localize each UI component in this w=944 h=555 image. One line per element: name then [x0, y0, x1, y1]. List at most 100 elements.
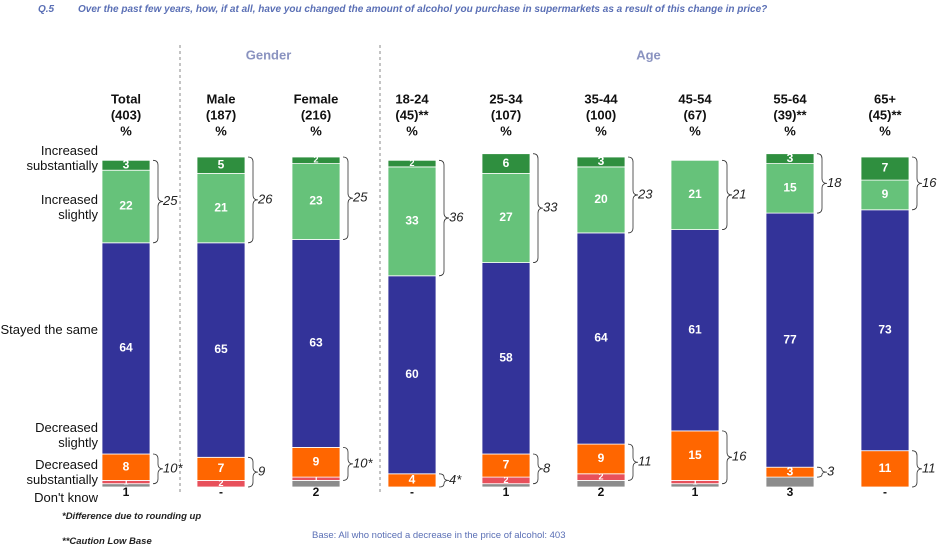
bracket-label: 33 [543, 200, 558, 215]
column-header: (107) [491, 107, 521, 122]
bracket [627, 156, 639, 234]
base-note: Base: All who noticed a decrease in the … [312, 530, 566, 541]
bracket-label: 25 [162, 193, 178, 208]
column-header: % [595, 123, 607, 138]
column-header: (100) [586, 107, 616, 122]
bracket-label: 21 [731, 186, 746, 201]
column-header: 65+ [874, 91, 896, 106]
value-label: 15 [688, 448, 702, 462]
bracket-label: 16 [732, 449, 747, 464]
bar-segment [860, 179, 910, 211]
column-header: (45)** [868, 107, 902, 122]
value-label: 61 [688, 322, 702, 336]
bar-segment [387, 159, 437, 168]
bar-segment [481, 262, 531, 455]
bracket-label: 3 [827, 464, 835, 479]
bracket-label: 25 [352, 190, 368, 205]
bracket [532, 153, 544, 263]
value-label: 77 [783, 332, 797, 346]
value-label: 1 [123, 485, 130, 499]
bracket [911, 450, 923, 488]
bracket [438, 159, 450, 277]
bar-segment [291, 446, 341, 478]
bar-segment [670, 159, 720, 231]
bracket-label: 8 [543, 460, 551, 475]
column-header: % [500, 123, 512, 138]
value-label: 2 [313, 155, 318, 165]
series-label: Decreased slightly [35, 420, 98, 450]
bracket [342, 447, 354, 481]
column-header: 55-64 [773, 91, 807, 106]
bar-segment [670, 229, 720, 432]
bar-segment [196, 173, 246, 244]
column-header: (216) [301, 107, 331, 122]
bracket [721, 430, 733, 485]
bracket [438, 473, 450, 488]
bracket [152, 453, 164, 485]
bracket [247, 156, 259, 244]
value-label: 7 [503, 458, 510, 472]
column-header: 18-24 [395, 91, 429, 106]
column-header: Total [111, 91, 141, 106]
value-label: - [694, 152, 697, 162]
footnote: *Difference due to rounding up [62, 511, 202, 522]
value-label: 7 [882, 161, 889, 175]
value-label: 21 [688, 187, 702, 201]
value-label: 2 [409, 158, 414, 168]
column-header: % [784, 123, 796, 138]
value-label: 9 [313, 454, 320, 468]
value-label: 9 [598, 451, 605, 465]
series-label: Increased slightly [40, 192, 98, 222]
bracket-label: 16 [922, 175, 937, 190]
footnote: **Caution Low Base [62, 536, 152, 547]
column-header: % [689, 123, 701, 138]
value-label: 9 [882, 187, 889, 201]
bar-segment [196, 156, 246, 174]
value-label: 2 [218, 478, 223, 488]
value-label: 2 [598, 471, 603, 481]
value-label: 58 [499, 350, 513, 364]
bar-segment [765, 212, 815, 468]
bracket [342, 156, 354, 240]
value-label: - [219, 485, 223, 499]
value-label: 3 [787, 464, 794, 478]
column-header: % [406, 123, 418, 138]
bracket [247, 456, 259, 488]
bar-segment [101, 169, 151, 244]
value-label: 22 [119, 199, 133, 213]
series-label: Increased substantially [26, 143, 98, 173]
value-label: 7 [218, 461, 225, 475]
value-label: 73 [878, 322, 892, 336]
bracket-label: 9 [258, 464, 265, 479]
value-label: 2 [313, 485, 320, 499]
column-header: (187) [206, 107, 236, 122]
column-header: (45)** [395, 107, 429, 122]
bar-segment [387, 166, 437, 277]
value-label: 20 [594, 192, 608, 206]
bracket-label: 36 [449, 209, 464, 224]
bar-segment [765, 163, 815, 214]
value-label: 1 [123, 476, 128, 486]
column-header: (403) [111, 107, 141, 122]
bar-segment [196, 242, 246, 458]
value-label: 11 [879, 461, 892, 475]
bar-segment [101, 242, 151, 455]
bar-segment [576, 443, 626, 475]
value-label: 3 [787, 485, 794, 499]
bar-segment [387, 275, 437, 475]
group-label: Gender [246, 47, 292, 62]
value-label: - [883, 485, 887, 499]
value-label: 27 [499, 210, 513, 224]
bar-segment [670, 430, 720, 481]
value-label: 1 [692, 476, 697, 486]
column-header: % [310, 123, 322, 138]
bracket-label: 23 [637, 186, 653, 201]
value-label: 33 [405, 214, 419, 228]
column-header: 25-34 [489, 91, 523, 106]
value-label: 3 [123, 157, 130, 171]
column-header: % [120, 123, 132, 138]
bracket-label: 4* [449, 472, 462, 487]
column-header: (67) [683, 107, 706, 122]
